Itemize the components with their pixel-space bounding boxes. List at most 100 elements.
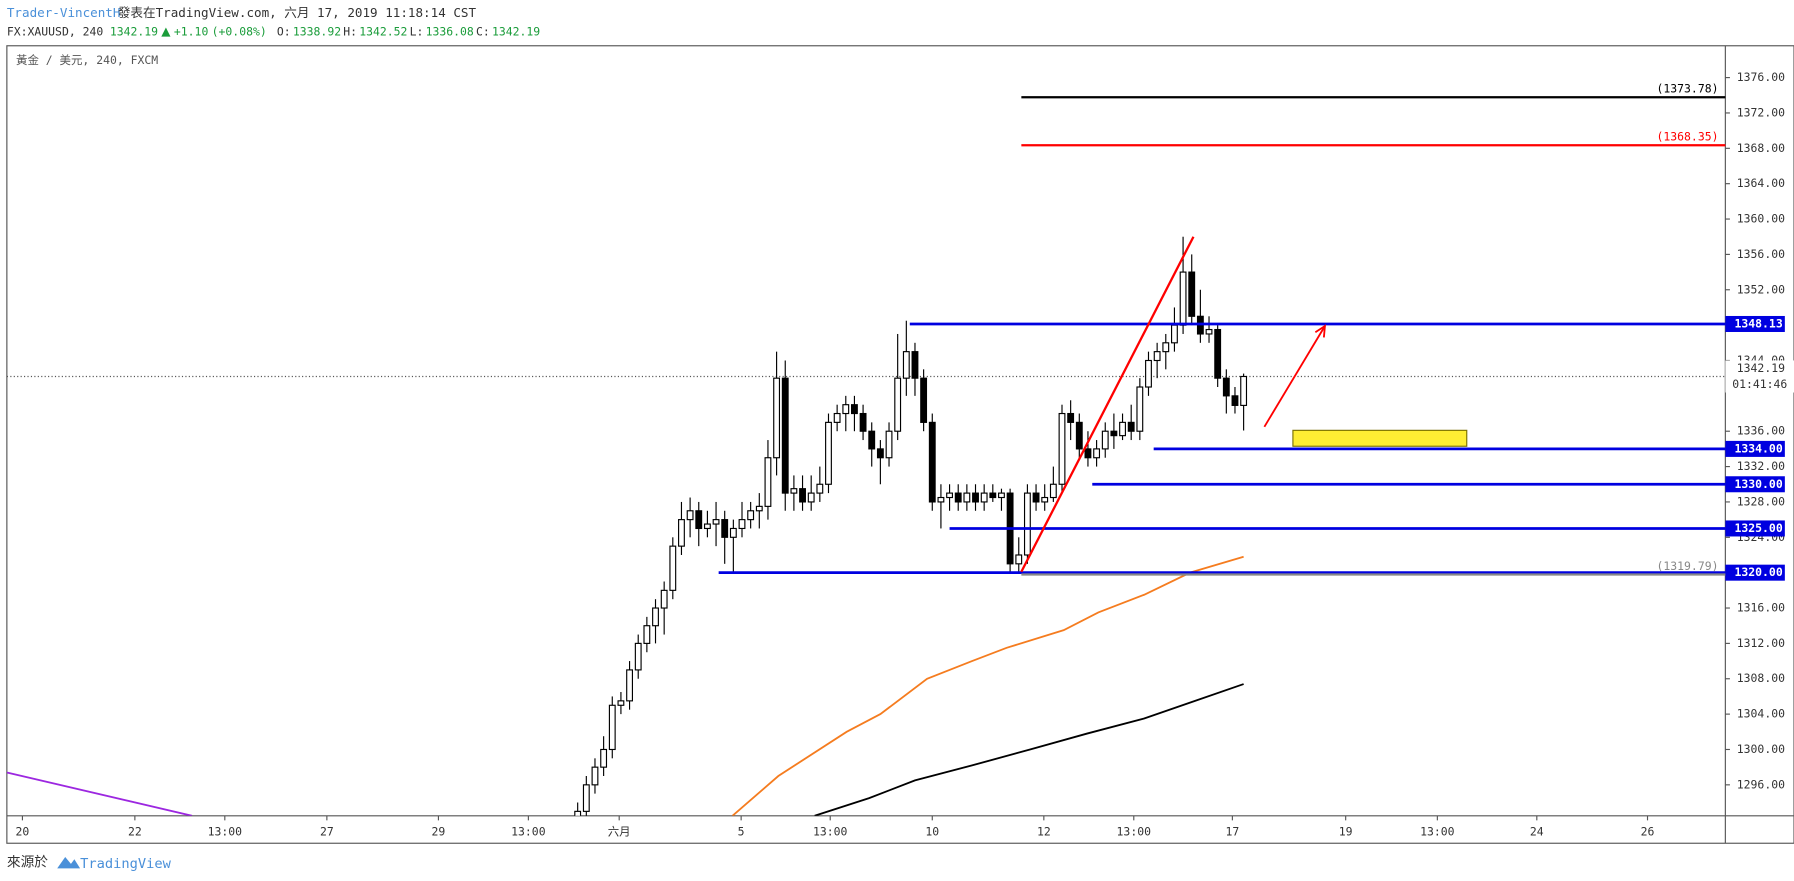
candle-body [755, 505, 763, 512]
candle-body [669, 545, 677, 591]
h: 1342.52 [359, 25, 407, 39]
candle-body [1214, 328, 1222, 379]
candle-body [695, 510, 703, 530]
y-tick-label: 1356.00 [1737, 247, 1785, 261]
candle-body [1205, 328, 1213, 335]
candle-body [885, 430, 893, 459]
candle-body [1049, 483, 1057, 499]
candle-body [876, 448, 884, 459]
candle-body [902, 351, 910, 379]
x-tick-label: 29 [432, 824, 446, 838]
candle-body [1023, 492, 1031, 556]
candle-body [1119, 421, 1126, 437]
x-tick-label: 13:00 [1420, 824, 1455, 838]
x-tick-label: 六月 [608, 824, 631, 838]
candle-body [721, 519, 729, 538]
candle-body [1136, 386, 1144, 432]
up-icon [161, 27, 171, 37]
x-tick-label: 13:00 [1117, 824, 1152, 838]
candle-body [911, 351, 919, 379]
candle-body [626, 669, 634, 702]
change: +1.10 [174, 25, 209, 39]
candle-body [634, 642, 642, 671]
candle-body [652, 607, 659, 627]
candle-body [1067, 412, 1075, 423]
candle-body [946, 492, 954, 499]
candle-body [825, 421, 832, 485]
published: 發表在TradingView.com, 六月 17, 2019 11:18:14… [118, 5, 477, 20]
o-prefix: O: [277, 25, 291, 39]
candle-body [608, 704, 616, 751]
candle-body [816, 483, 824, 494]
x-tick-label: 12 [1037, 824, 1051, 838]
x-tick-label: 13:00 [511, 824, 546, 838]
tv-logo [57, 856, 81, 869]
candle-body [1153, 351, 1161, 362]
level-label: (1368.35) [1657, 130, 1719, 144]
level-badge [1725, 476, 1785, 493]
l-prefix: L: [410, 25, 424, 39]
candle-body [980, 492, 988, 503]
y-tick-label: 1376.00 [1737, 70, 1785, 84]
candle-body [842, 404, 850, 415]
candle-body [998, 492, 1005, 499]
moving-average [814, 683, 1244, 816]
candle-body [773, 377, 781, 459]
level-label: 1348.13 [1735, 316, 1783, 330]
candle-body [807, 492, 815, 503]
countdown: 01:41:46 [1732, 377, 1787, 391]
y-tick-label: 1296.00 [1737, 777, 1785, 791]
x-tick-label: 10 [925, 824, 939, 838]
candle-body [678, 519, 685, 547]
y-tick-label: 1300.00 [1737, 742, 1785, 756]
candle-body [954, 492, 962, 503]
x-tick-label: 5 [738, 824, 745, 838]
candle-body [574, 810, 582, 816]
candle-body [747, 510, 755, 521]
candle-body [920, 377, 928, 423]
y-tick-label: 1336.00 [1737, 424, 1785, 438]
candle-body [738, 519, 746, 530]
candle-body [643, 625, 651, 644]
author: Trader-VincentH [7, 5, 121, 20]
candle-body [1179, 271, 1187, 326]
candle-body [1093, 448, 1101, 459]
level-label: 1325.00 [1735, 521, 1783, 535]
x-tick-label: 13:00 [813, 824, 848, 838]
candle-body [1058, 412, 1066, 485]
price-badge [1725, 360, 1794, 393]
level-label: 1320.00 [1735, 565, 1783, 579]
candle-body [1084, 448, 1092, 459]
candle-body [712, 519, 720, 525]
y-tick-label: 1352.00 [1737, 282, 1785, 296]
x-tick-label: 26 [1641, 824, 1655, 838]
candle-body [868, 430, 876, 450]
price-badge-label: 1342.19 [1737, 361, 1785, 375]
level-label: (1319.79) [1657, 559, 1719, 573]
y-tick-label: 1372.00 [1737, 105, 1785, 119]
h-prefix: H: [343, 25, 357, 39]
candle-body [1171, 324, 1178, 344]
x-tick-label: 19 [1339, 824, 1353, 838]
candle-body [1101, 430, 1109, 450]
level-badge [1725, 315, 1785, 332]
x-tick-label: 27 [320, 824, 334, 838]
candle-body [764, 457, 772, 507]
x-tick-label: 22 [128, 824, 142, 838]
candle-body [1015, 554, 1023, 565]
candle-body [591, 766, 599, 786]
candle-body [600, 748, 608, 768]
level-badge [1725, 520, 1785, 537]
arrow-head [1314, 324, 1327, 338]
symbol: FX:XAUUSD, 240 [7, 25, 104, 39]
last: 1342.19 [110, 25, 158, 39]
candle-body [937, 496, 945, 503]
y-tick-label: 1308.00 [1737, 671, 1785, 685]
candle-body [963, 492, 971, 503]
footer: 來源於 [7, 855, 48, 871]
c: 1342.19 [492, 25, 540, 39]
o: 1338.92 [293, 25, 341, 39]
y-tick-label: 1364.00 [1737, 176, 1785, 190]
candle-body [1222, 377, 1230, 397]
